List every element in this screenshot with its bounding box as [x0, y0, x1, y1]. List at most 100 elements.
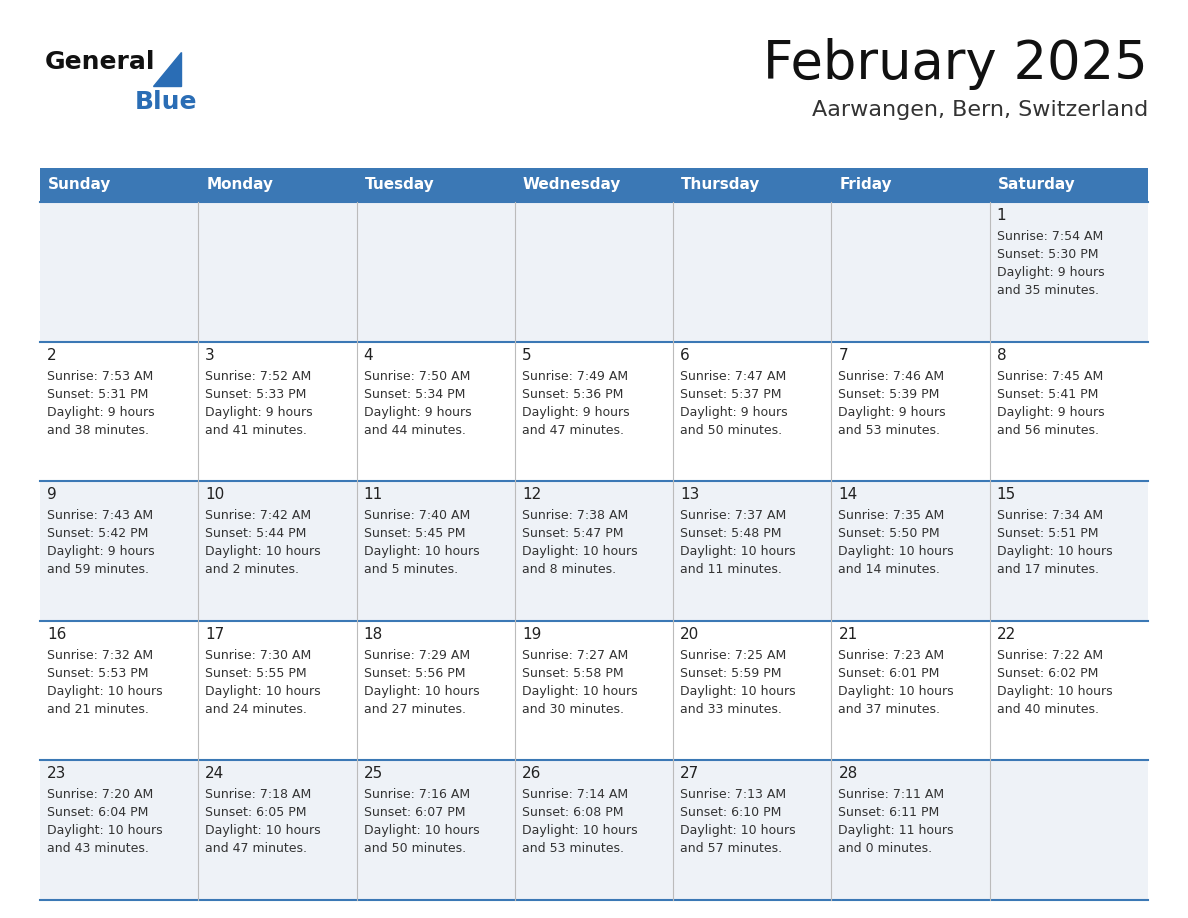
Text: Sunrise: 7:14 AM: Sunrise: 7:14 AM	[522, 789, 628, 801]
Text: Daylight: 11 hours: Daylight: 11 hours	[839, 824, 954, 837]
Text: Sunrise: 7:52 AM: Sunrise: 7:52 AM	[206, 370, 311, 383]
Text: Sunset: 5:31 PM: Sunset: 5:31 PM	[48, 387, 148, 400]
Text: and 5 minutes.: and 5 minutes.	[364, 564, 457, 577]
Text: and 53 minutes.: and 53 minutes.	[522, 843, 624, 856]
Text: and 2 minutes.: and 2 minutes.	[206, 564, 299, 577]
Text: and 56 minutes.: and 56 minutes.	[997, 423, 1099, 437]
Text: and 35 minutes.: and 35 minutes.	[997, 284, 1099, 297]
Bar	[40, 341, 1148, 481]
Text: and 37 minutes.: and 37 minutes.	[839, 703, 941, 716]
Text: Daylight: 10 hours: Daylight: 10 hours	[206, 824, 321, 837]
Text: Sunrise: 7:49 AM: Sunrise: 7:49 AM	[522, 370, 628, 383]
Text: Daylight: 10 hours: Daylight: 10 hours	[364, 824, 479, 837]
Text: and 11 minutes.: and 11 minutes.	[681, 564, 782, 577]
Text: Sunday: Sunday	[48, 177, 112, 193]
Text: Sunset: 5:59 PM: Sunset: 5:59 PM	[681, 666, 782, 680]
Text: and 8 minutes.: and 8 minutes.	[522, 564, 617, 577]
Bar	[40, 202, 1148, 341]
Text: 1: 1	[997, 208, 1006, 223]
Text: Sunrise: 7:42 AM: Sunrise: 7:42 AM	[206, 509, 311, 522]
Text: Daylight: 9 hours: Daylight: 9 hours	[522, 406, 630, 419]
Text: 2: 2	[48, 348, 57, 363]
Text: Daylight: 10 hours: Daylight: 10 hours	[522, 545, 638, 558]
Text: 23: 23	[48, 767, 67, 781]
Text: Daylight: 10 hours: Daylight: 10 hours	[997, 685, 1112, 698]
Text: 20: 20	[681, 627, 700, 642]
Text: Sunset: 6:01 PM: Sunset: 6:01 PM	[839, 666, 940, 680]
Text: Sunrise: 7:25 AM: Sunrise: 7:25 AM	[681, 649, 786, 662]
Text: 24: 24	[206, 767, 225, 781]
Text: Daylight: 10 hours: Daylight: 10 hours	[839, 685, 954, 698]
Text: Daylight: 10 hours: Daylight: 10 hours	[681, 545, 796, 558]
Text: 14: 14	[839, 487, 858, 502]
Text: February 2025: February 2025	[763, 38, 1148, 90]
Bar	[40, 621, 1148, 760]
Text: Sunset: 5:33 PM: Sunset: 5:33 PM	[206, 387, 307, 400]
Text: Sunrise: 7:13 AM: Sunrise: 7:13 AM	[681, 789, 786, 801]
Bar	[40, 481, 1148, 621]
Text: Daylight: 10 hours: Daylight: 10 hours	[839, 545, 954, 558]
Bar	[40, 168, 1148, 202]
Text: and 59 minutes.: and 59 minutes.	[48, 564, 148, 577]
Text: Sunrise: 7:46 AM: Sunrise: 7:46 AM	[839, 370, 944, 383]
Text: and 41 minutes.: and 41 minutes.	[206, 423, 308, 437]
Text: Sunset: 5:37 PM: Sunset: 5:37 PM	[681, 387, 782, 400]
Text: Sunrise: 7:38 AM: Sunrise: 7:38 AM	[522, 509, 628, 522]
Text: and 30 minutes.: and 30 minutes.	[522, 703, 624, 716]
Text: 19: 19	[522, 627, 542, 642]
Text: 12: 12	[522, 487, 541, 502]
Text: Sunset: 5:30 PM: Sunset: 5:30 PM	[997, 248, 1098, 261]
Text: 9: 9	[48, 487, 57, 502]
Text: Daylight: 9 hours: Daylight: 9 hours	[839, 406, 946, 419]
Text: Thursday: Thursday	[681, 177, 760, 193]
Text: 4: 4	[364, 348, 373, 363]
Text: Sunrise: 7:34 AM: Sunrise: 7:34 AM	[997, 509, 1102, 522]
Text: Daylight: 10 hours: Daylight: 10 hours	[364, 685, 479, 698]
Text: and 38 minutes.: and 38 minutes.	[48, 423, 148, 437]
Text: Sunset: 6:05 PM: Sunset: 6:05 PM	[206, 806, 307, 820]
Text: Sunset: 5:58 PM: Sunset: 5:58 PM	[522, 666, 624, 680]
Text: Sunrise: 7:16 AM: Sunrise: 7:16 AM	[364, 789, 469, 801]
Text: and 47 minutes.: and 47 minutes.	[522, 423, 624, 437]
Text: 25: 25	[364, 767, 383, 781]
Text: Sunrise: 7:27 AM: Sunrise: 7:27 AM	[522, 649, 628, 662]
Text: 6: 6	[681, 348, 690, 363]
Text: 15: 15	[997, 487, 1016, 502]
Text: Daylight: 10 hours: Daylight: 10 hours	[522, 685, 638, 698]
Text: Sunrise: 7:22 AM: Sunrise: 7:22 AM	[997, 649, 1102, 662]
Text: 17: 17	[206, 627, 225, 642]
Text: 28: 28	[839, 767, 858, 781]
Text: Sunset: 5:56 PM: Sunset: 5:56 PM	[364, 666, 465, 680]
Text: Sunrise: 7:30 AM: Sunrise: 7:30 AM	[206, 649, 311, 662]
Text: Daylight: 10 hours: Daylight: 10 hours	[681, 824, 796, 837]
Text: 26: 26	[522, 767, 542, 781]
Text: Sunset: 5:53 PM: Sunset: 5:53 PM	[48, 666, 148, 680]
Text: and 44 minutes.: and 44 minutes.	[364, 423, 466, 437]
Text: Sunrise: 7:20 AM: Sunrise: 7:20 AM	[48, 789, 153, 801]
Text: Daylight: 9 hours: Daylight: 9 hours	[997, 266, 1105, 279]
Text: Daylight: 10 hours: Daylight: 10 hours	[206, 685, 321, 698]
Text: 10: 10	[206, 487, 225, 502]
Text: and 21 minutes.: and 21 minutes.	[48, 703, 148, 716]
Text: Daylight: 9 hours: Daylight: 9 hours	[364, 406, 472, 419]
Text: Saturday: Saturday	[998, 177, 1075, 193]
Text: 3: 3	[206, 348, 215, 363]
Text: Sunset: 5:39 PM: Sunset: 5:39 PM	[839, 387, 940, 400]
Text: and 43 minutes.: and 43 minutes.	[48, 843, 148, 856]
Text: Sunset: 5:50 PM: Sunset: 5:50 PM	[839, 527, 940, 540]
Text: 8: 8	[997, 348, 1006, 363]
Text: Sunset: 6:10 PM: Sunset: 6:10 PM	[681, 806, 782, 820]
Text: Daylight: 10 hours: Daylight: 10 hours	[48, 824, 163, 837]
Text: Aarwangen, Bern, Switzerland: Aarwangen, Bern, Switzerland	[811, 100, 1148, 120]
Text: Daylight: 9 hours: Daylight: 9 hours	[48, 545, 154, 558]
Text: Sunrise: 7:32 AM: Sunrise: 7:32 AM	[48, 649, 153, 662]
Text: 18: 18	[364, 627, 383, 642]
Text: Sunset: 6:07 PM: Sunset: 6:07 PM	[364, 806, 465, 820]
Text: Tuesday: Tuesday	[365, 177, 435, 193]
Text: Friday: Friday	[840, 177, 892, 193]
Text: Monday: Monday	[207, 177, 273, 193]
Text: 21: 21	[839, 627, 858, 642]
Text: Sunrise: 7:45 AM: Sunrise: 7:45 AM	[997, 370, 1102, 383]
Text: Sunset: 5:42 PM: Sunset: 5:42 PM	[48, 527, 148, 540]
Text: Sunrise: 7:54 AM: Sunrise: 7:54 AM	[997, 230, 1102, 243]
